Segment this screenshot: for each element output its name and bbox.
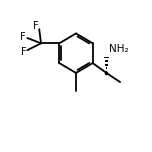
Polygon shape [105, 64, 108, 66]
Text: F: F [33, 21, 39, 31]
Text: NH₂: NH₂ [109, 44, 129, 54]
Text: F: F [21, 47, 27, 57]
Polygon shape [105, 60, 108, 62]
Polygon shape [106, 67, 107, 69]
Text: F: F [20, 32, 26, 42]
Polygon shape [104, 57, 109, 58]
